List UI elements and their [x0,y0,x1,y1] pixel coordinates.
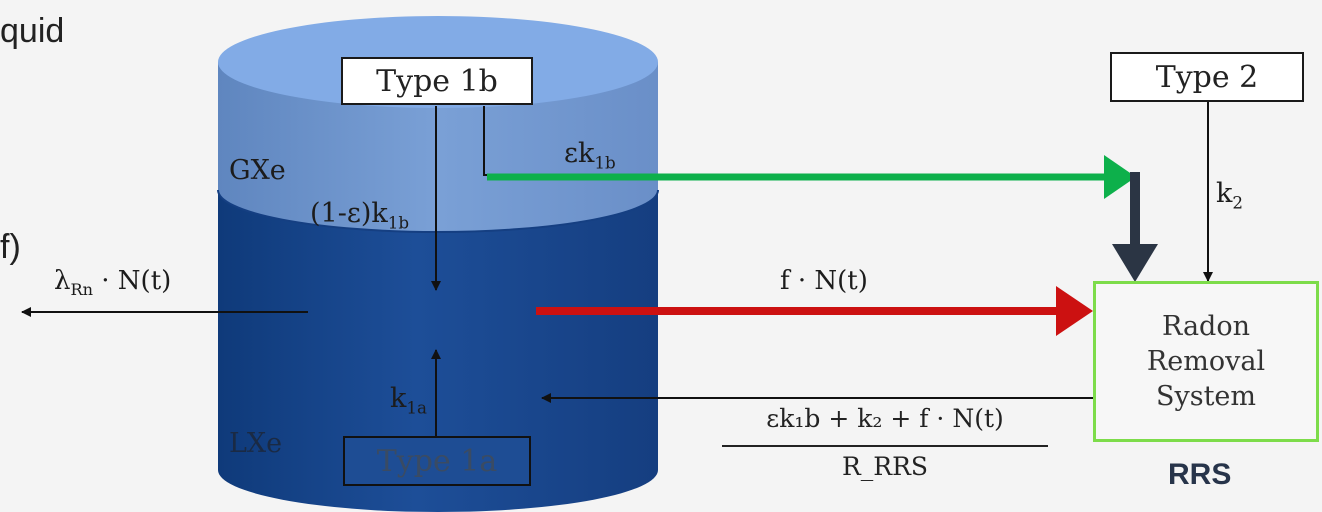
fraction-bar [722,445,1048,447]
red-flow-arrow [536,286,1093,336]
eps-k1b-label: εk1b [564,138,616,173]
green-flow-arrow [487,155,1136,199]
rrs-line-1: Radon [1162,310,1250,342]
cut-off-text-mid: f) [0,228,21,266]
cut-off-text-top: quid [0,12,65,50]
decay-rate-label: λRn · N(t) [54,266,172,300]
gas-xenon-label: GXe [229,155,286,186]
liquid-surface-edge [217,189,659,233]
radon-removal-system-box: Radon Removal System [1093,281,1319,442]
k1a-label: k1a [390,383,427,418]
k2-label: k2 [1216,178,1244,213]
gas-body [218,62,658,232]
type-1b-box: Type 1b [341,57,533,105]
f-flow-label: f · N(t) [780,266,868,296]
liquid-xenon-label: LXe [229,428,283,459]
rrs-line-2: Removal [1146,345,1266,377]
dark-down-arrow [1112,172,1158,282]
rrs-line-3: System [1155,381,1257,413]
type-2-box: Type 2 [1110,52,1304,102]
return-flow-numerator: εk₁b + k₂ + f · N(t) [766,404,1004,433]
type-1a-box: Type 1a [343,436,531,486]
return-flow-denominator: R_RRS [841,452,929,481]
one-minus-eps-k1b-label: (1-ε)k1b [310,198,410,233]
rrs-label: RRS [1168,458,1232,491]
